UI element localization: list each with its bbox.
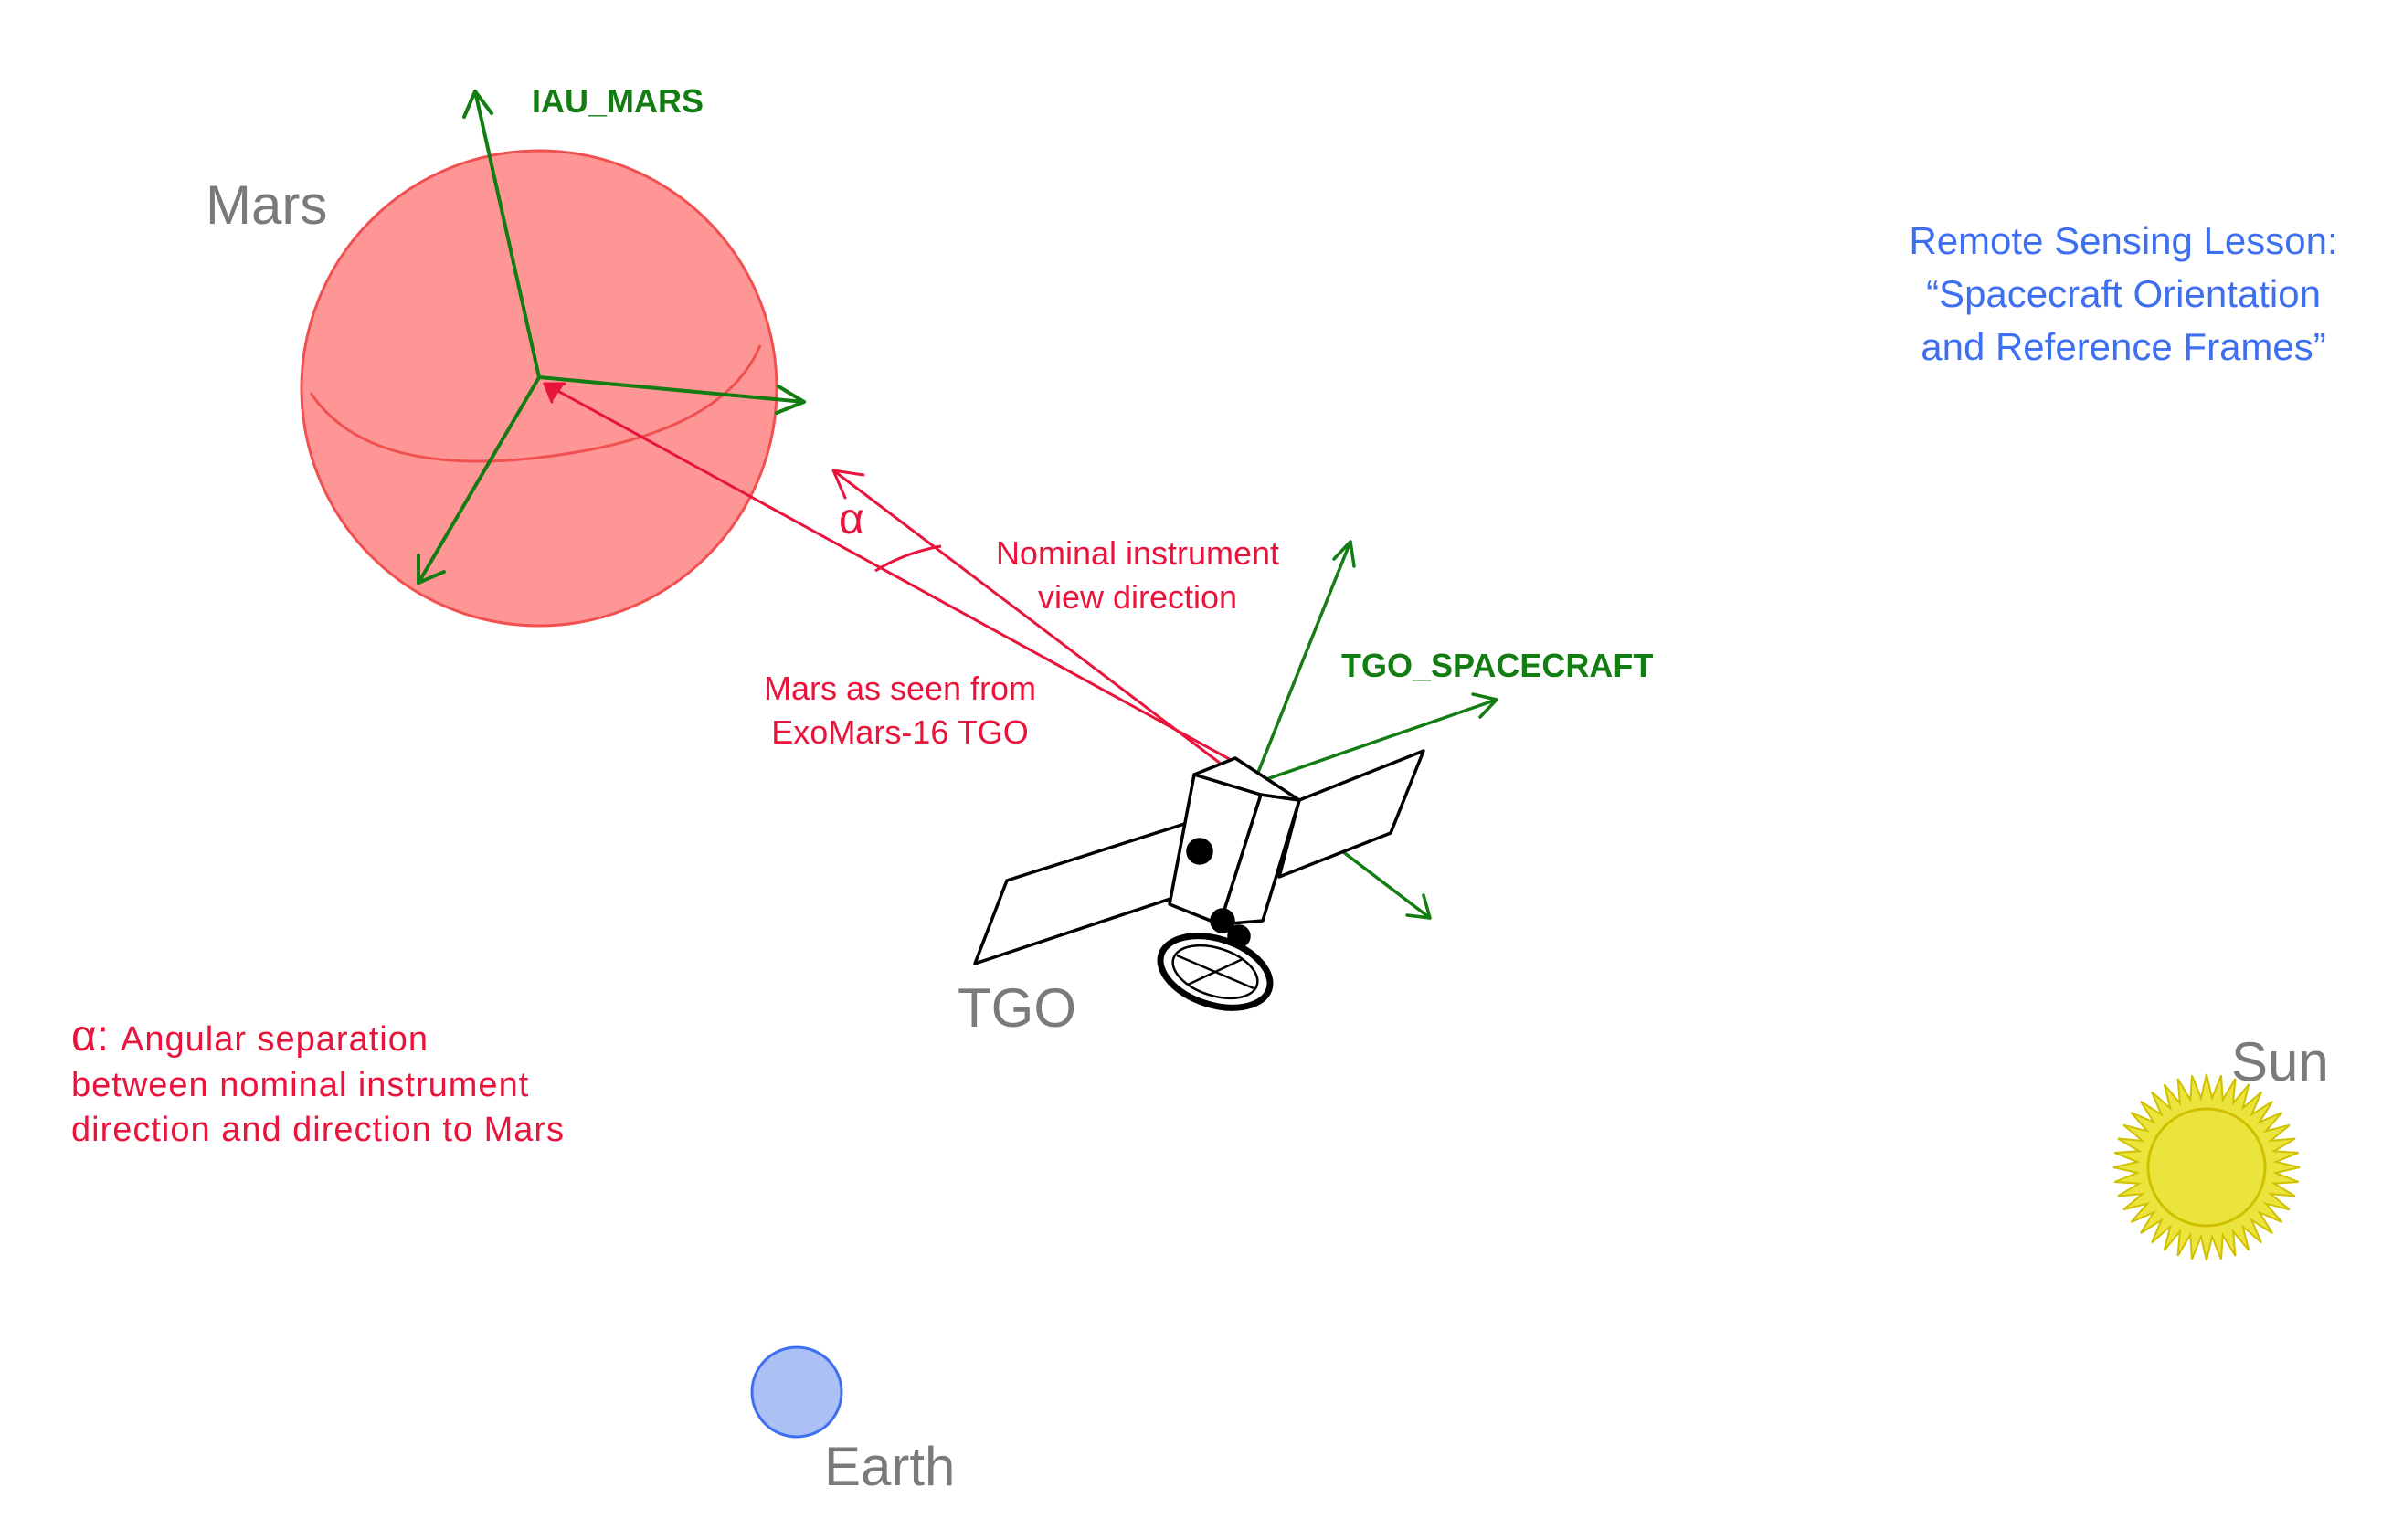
lesson-title-line1: Remote Sensing Lesson: bbox=[1909, 219, 2337, 262]
legend-line1: Angular separation bbox=[121, 1020, 429, 1059]
sun-label: Sun bbox=[2231, 1031, 2329, 1092]
thruster-2 bbox=[1210, 908, 1235, 933]
tgo-y-arrowhead bbox=[1405, 893, 1432, 920]
legend-line3: direction and direction to Mars bbox=[71, 1111, 565, 1149]
left-solar-panel bbox=[973, 817, 1201, 965]
lesson-title-line2: “Spacecraft Orientation bbox=[1926, 272, 2321, 315]
sun-star-icon bbox=[2112, 1073, 2301, 1261]
iau-mars-y-arrowhead bbox=[417, 554, 446, 585]
iau-mars-frame-axes bbox=[417, 90, 806, 585]
iau-mars-y-axis bbox=[417, 375, 541, 585]
right-solar-panel bbox=[1277, 749, 1425, 879]
lesson-title-line3: and Reference Frames” bbox=[1921, 325, 2326, 368]
direction-to-mars bbox=[543, 382, 1263, 778]
alpha-angle-arc bbox=[874, 544, 942, 573]
nominal-view-direction bbox=[831, 469, 1249, 786]
mars-label: Mars bbox=[206, 174, 327, 236]
iau-mars-z-arrowhead bbox=[462, 90, 493, 119]
iau-mars-x-arrowhead bbox=[775, 385, 806, 415]
mars-sphere-icon bbox=[300, 149, 778, 628]
antenna-dish bbox=[1157, 933, 1274, 1011]
legend-symbol: α: bbox=[71, 1012, 109, 1060]
mars-seen-label-line2: ExoMars-16 TGO bbox=[771, 713, 1028, 751]
tgo-z-arrowhead bbox=[1332, 540, 1356, 568]
tgo-z-axis bbox=[1252, 540, 1352, 786]
earth-label: Earth bbox=[824, 1436, 955, 1497]
tgo-spacecraft-label: TGO_SPACECRAFT bbox=[1341, 647, 1653, 684]
tgo-x-arrowhead bbox=[1471, 692, 1498, 719]
iau-mars-label: IAU_MARS bbox=[532, 82, 704, 120]
satellite-icon bbox=[973, 749, 1425, 1011]
earth-circle-icon bbox=[750, 1345, 843, 1439]
thruster-1 bbox=[1186, 838, 1213, 865]
direction-to-mars-arrowhead bbox=[543, 382, 566, 404]
tgo-label: TGO bbox=[958, 977, 1076, 1039]
mars-planet bbox=[300, 149, 778, 628]
tgo-x-axis bbox=[1252, 698, 1498, 786]
iau-mars-x-axis bbox=[537, 375, 806, 404]
nominal-view-label-line2: view direction bbox=[1038, 578, 1237, 616]
nominal-view-arrowhead bbox=[831, 469, 865, 500]
iau-mars-z-axis bbox=[473, 90, 541, 379]
nominal-view-label-line1: Nominal instrument bbox=[996, 534, 1279, 572]
alpha-label: α bbox=[839, 495, 864, 543]
mars-seen-label-line1: Mars as seen from bbox=[764, 670, 1036, 707]
legend-line2: between nominal instrument bbox=[71, 1066, 529, 1104]
sun-disk bbox=[2146, 1107, 2267, 1228]
spacecraft-bus-top bbox=[1192, 756, 1301, 802]
